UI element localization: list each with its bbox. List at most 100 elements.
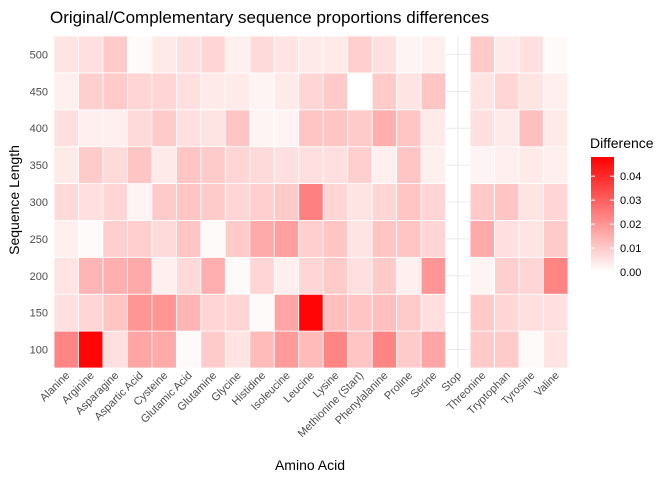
heatmap-cell [224, 330, 251, 369]
heatmap-cell [78, 256, 104, 295]
heatmap-cell [53, 330, 79, 369]
heatmap-cell [322, 146, 349, 184]
heatmap-cell [273, 183, 300, 221]
heatmap-cell [469, 183, 495, 221]
heatmap-cell [543, 72, 569, 111]
heatmap-cell [518, 330, 544, 369]
heatmap-cell [396, 72, 422, 111]
heatmap-cell [273, 146, 300, 184]
heatmap-cell [420, 256, 447, 295]
heatmap-cell [249, 256, 275, 295]
heatmap-cell [371, 256, 398, 295]
heatmap-cell [273, 72, 300, 111]
heatmap-cell [175, 183, 202, 221]
heatmap-cell [420, 220, 447, 258]
heatmap-cell [420, 183, 447, 221]
heatmap-cell [53, 146, 79, 184]
heatmap-cell [102, 220, 128, 258]
y-axis-title: Sequence Length [6, 145, 22, 255]
heatmap-cell [469, 146, 495, 184]
y-tick-label: 350 [30, 160, 48, 172]
heatmap-cell [78, 35, 104, 74]
heatmap-cell [102, 293, 128, 332]
y-tick-label: 150 [30, 308, 48, 320]
heatmap-cell [249, 109, 275, 148]
heatmap-cell [518, 146, 544, 184]
x-tick-label: Serine [409, 370, 440, 401]
y-tick-label: 300 [30, 197, 48, 209]
heatmap-cell [518, 109, 544, 148]
heatmap-cell [273, 220, 300, 258]
heatmap-cell [322, 35, 349, 74]
legend-tick-label: 0.00 [620, 267, 641, 279]
heatmap-cell [396, 146, 422, 184]
heatmap-cell [298, 220, 324, 258]
heatmap-cell [396, 35, 422, 74]
heatmap-cell [224, 220, 251, 258]
heatmap-cell [347, 146, 373, 184]
x-axis-title: Amino Acid [275, 457, 345, 473]
heatmap-cell [151, 220, 177, 258]
heatmap-cell [127, 220, 153, 258]
heatmap-cell [200, 330, 226, 369]
x-tick-label: Proline [382, 370, 415, 403]
heatmap-cell [151, 72, 177, 111]
x-tick-label: Valine [532, 370, 562, 400]
heatmap-cell [102, 183, 128, 221]
heatmap-cell [371, 330, 398, 369]
y-tick-label: 500 [30, 49, 48, 61]
heatmap-cell [518, 220, 544, 258]
heatmap-cell [420, 330, 447, 369]
heatmap-cell [396, 109, 422, 148]
heatmap-cell [322, 72, 349, 111]
heatmap-cell [175, 109, 202, 148]
heatmap-cell [102, 146, 128, 184]
heatmap-cell [322, 109, 349, 148]
heatmap-cell [469, 256, 495, 295]
heatmap-cell [298, 293, 324, 332]
heatmap-cell [249, 293, 275, 332]
heatmap-cell [200, 109, 226, 148]
heatmap-cell [53, 220, 79, 258]
heatmap-cell [273, 109, 300, 148]
heatmap-cell [420, 35, 447, 74]
heatmap-cell [151, 35, 177, 74]
heatmap-cell [371, 72, 398, 111]
heatmap-cell [298, 109, 324, 148]
heatmap-cell [151, 109, 177, 148]
heatmap-cell [224, 35, 251, 74]
heatmap-cell [322, 256, 349, 295]
color-legend: Difference 0.00 0.01 0.02 0.03 0.04 [590, 135, 654, 279]
heatmap-cell [127, 183, 153, 221]
heatmap-cell [151, 183, 177, 221]
legend-tick-label: 0.01 [620, 243, 641, 255]
heatmap-cell [249, 220, 275, 258]
heatmap-cell [200, 220, 226, 258]
heatmap-cell [151, 330, 177, 369]
heatmap-cell [347, 109, 373, 148]
heatmap-cell [53, 293, 79, 332]
heatmap-cell [224, 109, 251, 148]
heatmap-cell [469, 220, 495, 258]
heatmap-cell [200, 293, 226, 332]
legend-ticks: 0.00 0.01 0.02 0.03 0.04 [591, 171, 641, 279]
heatmap-cell [420, 293, 447, 332]
heatmap-cell [249, 183, 275, 221]
heatmap-cell [200, 35, 226, 74]
heatmap-cell [127, 109, 153, 148]
heatmap-cell [298, 146, 324, 184]
legend-tick-label: 0.03 [620, 195, 641, 207]
heatmap-cell [249, 72, 275, 111]
heatmap-cell [224, 72, 251, 111]
heatmap-cell [175, 72, 202, 111]
heatmap-cell [322, 183, 349, 221]
heatmap-cell [127, 146, 153, 184]
heatmap-cell [151, 146, 177, 184]
heatmap-cell [518, 35, 544, 74]
heatmap-cell [273, 35, 300, 74]
heatmap-cell [396, 256, 422, 295]
y-tick-label: 450 [30, 86, 48, 98]
heatmap-cell [249, 146, 275, 184]
heatmap-cell [175, 35, 202, 74]
